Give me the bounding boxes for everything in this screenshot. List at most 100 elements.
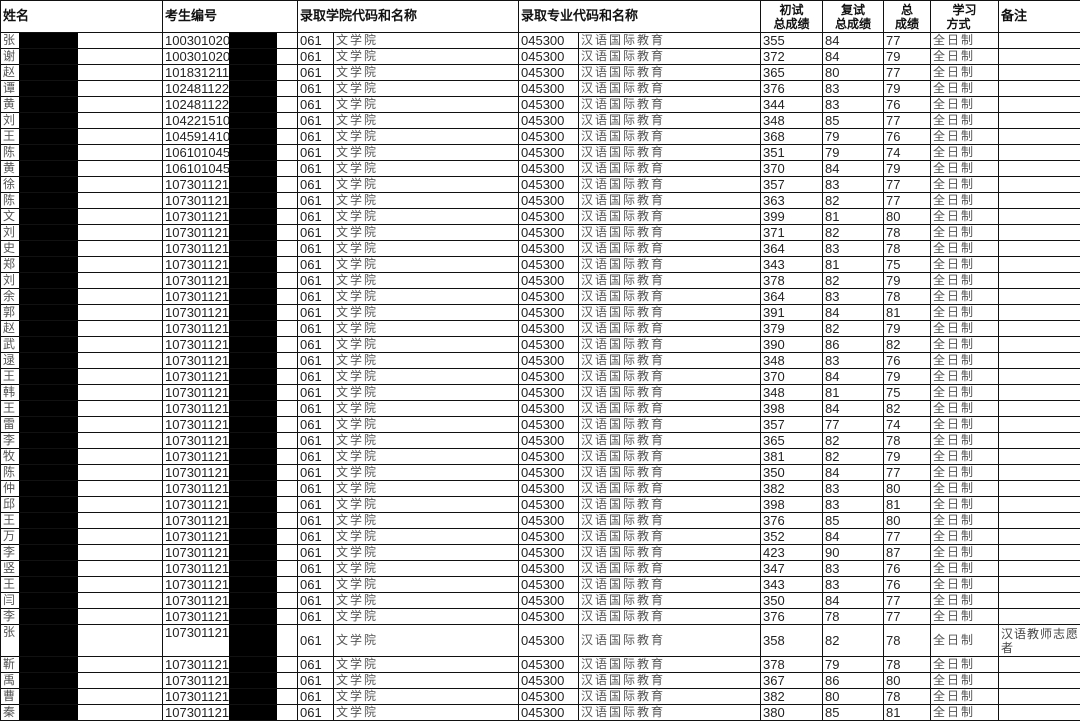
redaction-box (19, 337, 78, 352)
remark-cell (998, 560, 1080, 577)
total-score-cell: 75 (883, 384, 932, 401)
retest-score-cell: 86 (822, 672, 885, 689)
id-cell-text: 107301121 (165, 225, 230, 240)
study-mode-cell: 全日制 (930, 608, 1000, 625)
college-name-cell: 文学院 (332, 32, 520, 49)
id-cell: 106101045 (162, 160, 298, 177)
redaction-box (229, 593, 277, 608)
remark-cell (998, 256, 1080, 273)
table-row: 郭 107301121 061 文学院 045300 汉语国际教育 391 84 81 全日制 (0, 304, 1080, 321)
major-code-cell: 045300 (518, 576, 580, 593)
id-cell-text: 107301121 (165, 657, 230, 672)
id-cell: 107301121 (162, 432, 298, 449)
name-cell-text: 王 (3, 401, 18, 416)
id-cell-text: 106101045 (165, 145, 231, 160)
major-name-cell: 汉语国际教育 (578, 160, 762, 177)
id-cell: 107301121 (162, 320, 298, 337)
prelim-score-cell: 382 (760, 480, 824, 497)
total-score-cell: 79 (883, 368, 932, 385)
retest-score-cell: 83 (822, 496, 885, 513)
id-cell: 107301121 (162, 512, 298, 529)
id-cell: 100301020 (162, 48, 298, 65)
retest-score-cell: 84 (822, 464, 885, 481)
prelim-score-cell: 367 (760, 672, 824, 689)
redaction-box (19, 305, 78, 320)
table-row: 王 107301121 061 文学院 045300 汉语国际教育 343 83 76 全日制 (0, 576, 1080, 593)
header-remark: 备注 (998, 0, 1080, 33)
major-code-cell: 045300 (518, 176, 580, 193)
redaction-box (229, 305, 277, 320)
id-cell-text: 107301121 (165, 241, 230, 256)
cell-content: 107301121 (165, 593, 297, 608)
cell-content: 逯 (3, 353, 162, 368)
retest-score-cell: 82 (822, 432, 885, 449)
header-retest-text: 复试总成绩 (835, 2, 872, 31)
redaction-box (229, 225, 277, 240)
cell-content: 107301121 (165, 673, 297, 688)
name-cell: 陈 (0, 464, 163, 481)
cell-content: 刘 (3, 113, 162, 128)
college-code-cell: 061 (297, 528, 334, 545)
redaction-box (19, 561, 78, 576)
total-score-cell: 78 (883, 288, 932, 305)
id-cell: 104591410 (162, 128, 298, 145)
redaction-box (19, 97, 78, 112)
cell-content: 牧 (3, 449, 162, 464)
major-code-cell: 045300 (518, 656, 580, 673)
study-mode-cell: 全日制 (930, 496, 1000, 513)
college-name-cell: 文学院 (332, 352, 520, 369)
cell-content: 104221510 (165, 113, 297, 128)
name-cell-text: 李 (3, 545, 18, 560)
major-code-cell: 045300 (518, 336, 580, 353)
name-cell-text: 禹 (3, 673, 18, 688)
id-cell: 107301121 (162, 224, 298, 241)
id-cell-text: 106101045 (165, 161, 231, 176)
header-total: 总成绩 (883, 0, 932, 33)
prelim-score-cell: 355 (760, 32, 824, 49)
redaction-box (19, 545, 78, 560)
redaction-box (19, 401, 78, 416)
id-cell-text: 107301121 (165, 321, 230, 336)
college-name-cell: 文学院 (332, 304, 520, 321)
redaction-box (229, 545, 277, 560)
major-name-cell: 汉语国际教育 (578, 48, 762, 65)
cell-content: 万 (3, 529, 162, 544)
header-retest: 复试总成绩 (822, 0, 885, 33)
cell-content: 张 (3, 33, 162, 48)
college-code-cell: 061 (297, 656, 334, 673)
cell-content: 107301121 (165, 321, 297, 336)
major-name-cell: 汉语国际教育 (578, 96, 762, 113)
major-name-cell: 汉语国际教育 (578, 528, 762, 545)
name-cell: 徐 (0, 176, 163, 193)
id-cell: 107301121 (162, 208, 298, 225)
table-row: 余 107301121 061 文学院 045300 汉语国际教育 364 83 78 全日制 (0, 288, 1080, 305)
study-mode-cell: 全日制 (930, 544, 1000, 561)
major-name-cell: 汉语国际教育 (578, 672, 762, 689)
college-code-cell: 061 (297, 192, 334, 209)
redaction-box (19, 449, 78, 464)
college-name-cell: 文学院 (332, 560, 520, 577)
redaction-box (229, 273, 277, 288)
major-name-cell: 汉语国际教育 (578, 384, 762, 401)
table-row: 谢 100301020 061 文学院 045300 汉语国际教育 372 84 79 全日制 (0, 48, 1080, 65)
id-cell: 107301121 (162, 400, 298, 417)
college-name-cell: 文学院 (332, 256, 520, 273)
major-name-cell: 汉语国际教育 (578, 192, 762, 209)
redaction-box (229, 433, 277, 448)
cell-content: 107301121 (165, 513, 297, 528)
remark-cell (998, 400, 1080, 417)
major-code-cell: 045300 (518, 80, 580, 97)
remark-cell (998, 512, 1080, 529)
name-cell: 牧 (0, 448, 163, 465)
major-code-cell: 045300 (518, 128, 580, 145)
name-cell: 靳 (0, 656, 163, 673)
college-name-cell: 文学院 (332, 240, 520, 257)
redaction-box (229, 465, 277, 480)
id-cell: 107301121 (162, 352, 298, 369)
name-cell: 李 (0, 544, 163, 561)
id-cell-text: 107301121 (165, 529, 230, 544)
redaction-box (19, 497, 78, 512)
name-cell: 邱 (0, 496, 163, 513)
study-mode-cell: 全日制 (930, 672, 1000, 689)
cell-content: 107301121 (165, 353, 297, 368)
